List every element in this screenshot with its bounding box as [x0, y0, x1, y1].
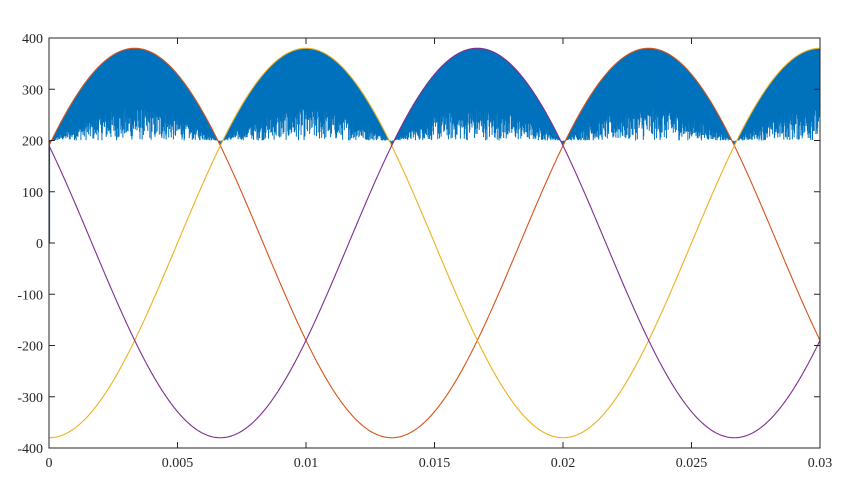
y-tick-label: -400	[17, 442, 43, 457]
series-layer	[48, 47, 821, 439]
x-tick-label: 0.015	[419, 456, 451, 471]
y-tick-label: 100	[22, 186, 43, 201]
x-tick-label: 0.025	[676, 456, 708, 471]
series-line-2	[48, 47, 821, 439]
ticks-layer: 0 0.005 0.01 0.015 0.02 0.025 0.03 -400 -300 -200…	[17, 32, 832, 471]
y-tick-label: -100	[17, 288, 43, 303]
x-tick-label: 0.005	[162, 456, 194, 471]
y-tick-label: -300	[17, 391, 43, 406]
series-line-3	[48, 47, 821, 439]
x-tick-label: 0	[46, 456, 53, 471]
y-tick-label: 0	[36, 237, 43, 252]
series-pwm-stems	[48, 48, 821, 243]
series-line-1	[48, 47, 821, 439]
y-tick-label: 400	[22, 32, 43, 47]
y-tick-label: 200	[22, 135, 43, 150]
x-tick-label: 0.02	[551, 456, 576, 471]
x-tick-label: 0.03	[808, 456, 833, 471]
x-tick-label: 0.01	[294, 456, 319, 471]
y-tick-label: -200	[17, 340, 43, 355]
y-tick-label: 300	[22, 83, 43, 98]
